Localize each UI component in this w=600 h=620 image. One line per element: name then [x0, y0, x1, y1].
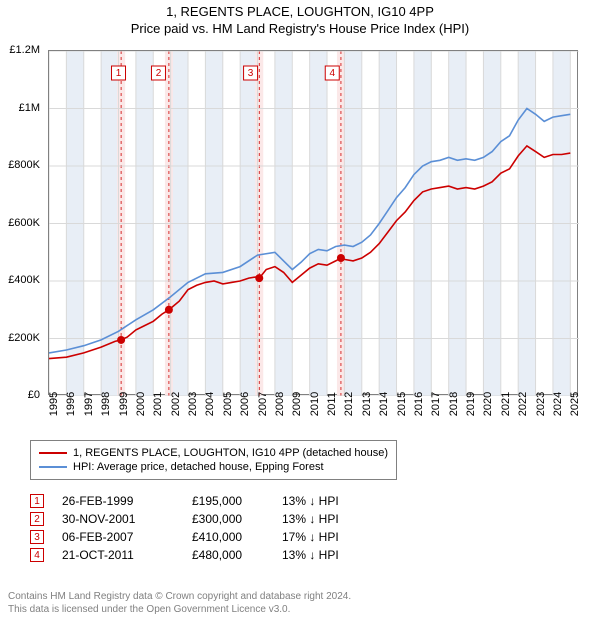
legend-row: 1, REGENTS PLACE, LOUGHTON, IG10 4PP (de…	[39, 447, 388, 459]
x-tick-label: 1996	[65, 392, 77, 416]
footer-line-1: Contains HM Land Registry data © Crown c…	[8, 590, 351, 603]
x-tick-label: 2007	[257, 392, 269, 416]
x-tick-label: 2006	[239, 392, 251, 416]
x-tick-label: 2013	[361, 392, 373, 416]
svg-text:1: 1	[116, 68, 122, 79]
transaction-delta: 13% ↓ HPI	[282, 548, 392, 562]
transaction-row: 2 30-NOV-2001£300,00013% ↓ HPI	[30, 512, 392, 526]
y-tick-label: £800K	[8, 159, 40, 171]
x-tick-label: 2025	[569, 392, 581, 416]
footer-line-2: This data is licensed under the Open Gov…	[8, 603, 351, 616]
transaction-marker: 2	[30, 512, 44, 526]
y-tick-label: £400K	[8, 274, 40, 286]
transaction-price: £480,000	[192, 548, 282, 562]
title-line-2: Price paid vs. HM Land Registry's House …	[0, 21, 600, 36]
transaction-marker: 4	[30, 548, 44, 562]
x-tick-label: 2019	[465, 392, 477, 416]
x-tick-label: 2020	[482, 392, 494, 416]
x-tick-label: 2022	[517, 392, 529, 416]
transaction-date: 26-FEB-1999	[62, 494, 192, 508]
x-tick-label: 2010	[309, 392, 321, 416]
transaction-row: 4 21-OCT-2011£480,00013% ↓ HPI	[30, 548, 392, 562]
y-tick-label: £1M	[19, 102, 40, 114]
title-line-1: 1, REGENTS PLACE, LOUGHTON, IG10 4PP	[0, 4, 600, 19]
x-tick-label: 2021	[500, 392, 512, 416]
x-tick-label: 2001	[152, 392, 164, 416]
transaction-marker: 1	[30, 494, 44, 508]
legend-swatch	[39, 452, 67, 454]
legend-row: HPI: Average price, detached house, Eppi…	[39, 461, 388, 473]
x-tick-label: 2003	[187, 392, 199, 416]
x-tick-label: 1997	[83, 392, 95, 416]
title-block: 1, REGENTS PLACE, LOUGHTON, IG10 4PP Pri…	[0, 0, 600, 38]
transaction-row: 3 06-FEB-2007£410,00017% ↓ HPI	[30, 530, 392, 544]
x-axis-labels: 1995199619971998199920002001200220032004…	[48, 400, 578, 440]
x-tick-label: 1995	[48, 392, 60, 416]
transaction-date: 30-NOV-2001	[62, 512, 192, 526]
chart-plot-area: 1 2 3 4	[48, 50, 578, 395]
x-tick-label: 2008	[274, 392, 286, 416]
svg-text:2: 2	[156, 68, 162, 79]
x-tick-label: 2012	[343, 392, 355, 416]
transaction-price: £300,000	[192, 512, 282, 526]
transaction-price: £410,000	[192, 530, 282, 544]
x-tick-label: 2024	[552, 392, 564, 416]
legend: 1, REGENTS PLACE, LOUGHTON, IG10 4PP (de…	[30, 440, 397, 480]
x-tick-label: 2023	[535, 392, 547, 416]
transaction-delta: 13% ↓ HPI	[282, 494, 392, 508]
y-axis-labels: £0£200K£400K£600K£800K£1M£1.2M	[0, 50, 44, 395]
footer-attribution: Contains HM Land Registry data © Crown c…	[8, 590, 351, 616]
x-tick-label: 2014	[378, 392, 390, 416]
transaction-date: 21-OCT-2011	[62, 548, 192, 562]
chart-container: 1, REGENTS PLACE, LOUGHTON, IG10 4PP Pri…	[0, 0, 600, 620]
y-tick-label: £200K	[8, 332, 40, 344]
legend-swatch	[39, 466, 67, 468]
x-tick-label: 2002	[170, 392, 182, 416]
transaction-row: 1 26-FEB-1999£195,00013% ↓ HPI	[30, 494, 392, 508]
x-tick-label: 2018	[448, 392, 460, 416]
x-tick-label: 1998	[100, 392, 112, 416]
x-tick-label: 2017	[430, 392, 442, 416]
svg-text:4: 4	[329, 68, 335, 79]
transaction-date: 06-FEB-2007	[62, 530, 192, 544]
x-tick-label: 2011	[326, 392, 338, 416]
x-tick-label: 2015	[396, 392, 408, 416]
transaction-marker: 3	[30, 530, 44, 544]
svg-text:3: 3	[248, 68, 254, 79]
x-tick-label: 2009	[291, 392, 303, 416]
legend-label: 1, REGENTS PLACE, LOUGHTON, IG10 4PP (de…	[73, 447, 388, 459]
transactions-table: 126-FEB-1999£195,00013% ↓ HPI230-NOV-200…	[30, 490, 392, 566]
y-tick-label: £0	[28, 389, 40, 401]
x-tick-label: 1999	[118, 392, 130, 416]
transaction-price: £195,000	[192, 494, 282, 508]
transaction-delta: 13% ↓ HPI	[282, 512, 392, 526]
y-tick-label: £1.2M	[9, 44, 40, 56]
x-tick-label: 2004	[204, 392, 216, 416]
x-tick-label: 2016	[413, 392, 425, 416]
legend-label: HPI: Average price, detached house, Eppi…	[73, 461, 324, 473]
x-tick-label: 2000	[135, 392, 147, 416]
x-tick-label: 2005	[222, 392, 234, 416]
transaction-delta: 17% ↓ HPI	[282, 530, 392, 544]
y-tick-label: £600K	[8, 217, 40, 229]
chart-svg: 1 2 3 4	[49, 51, 579, 396]
